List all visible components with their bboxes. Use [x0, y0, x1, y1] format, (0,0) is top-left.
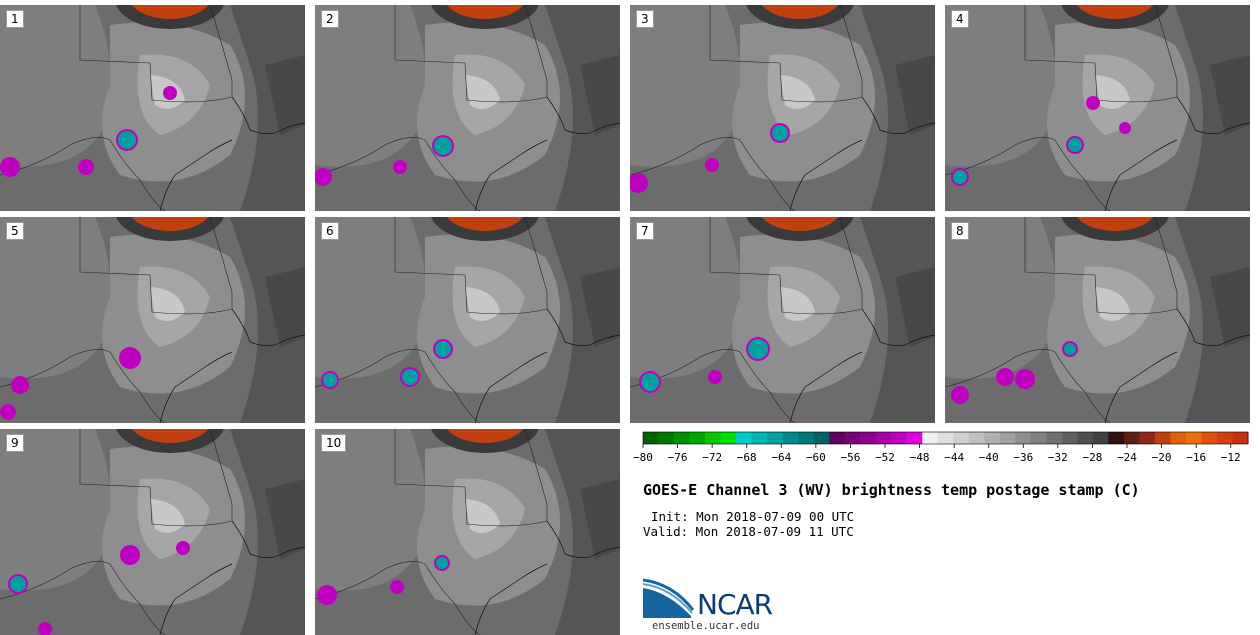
- colorbar-bin: [813, 432, 830, 444]
- colorbar-tick-label: −32: [1048, 451, 1068, 464]
- colorbar-tick-label: −12: [1221, 451, 1241, 464]
- colorbar-tick-label: −44: [944, 451, 964, 464]
- postage-stamp-panel: 5: [0, 217, 305, 423]
- colorbar-bin: [1015, 432, 1032, 444]
- colorbar-bin: [736, 432, 753, 444]
- postage-stamp-panel: 6: [315, 217, 620, 423]
- colorbar-bin: [798, 432, 815, 444]
- colorbar-bin: [906, 432, 923, 444]
- colorbar-tick-label: −20: [1152, 451, 1172, 464]
- init-time: Init: Mon 2018-07-09 00 UTC: [651, 509, 855, 524]
- colorbar-bin: [1030, 432, 1047, 444]
- colorbar-outline: [642, 431, 1249, 445]
- colorbar-tick-label: −28: [1082, 451, 1102, 464]
- satellite-image: [945, 5, 1250, 211]
- member-number: 9: [6, 434, 24, 452]
- colorbar-bin: [1201, 432, 1218, 444]
- member-number: 4: [951, 10, 969, 28]
- colorbar-bin: [1216, 432, 1233, 444]
- colorbar-bin: [1108, 432, 1125, 444]
- colorbar-tick-label: −68: [737, 451, 757, 464]
- member-number: 8: [951, 222, 969, 240]
- member-number: 6: [321, 222, 339, 240]
- member-number: 3: [636, 10, 654, 28]
- postage-stamp-panel: 9: [0, 429, 305, 635]
- colorbar-tick-label: −24: [1117, 451, 1137, 464]
- colorbar-bin: [1092, 432, 1109, 444]
- colorbar-tick-label: −56: [840, 451, 860, 464]
- satellite-image: [945, 217, 1250, 423]
- valid-time: Valid: Mon 2018-07-09 11 UTC: [643, 524, 854, 539]
- colorbar-bin: [767, 432, 784, 444]
- satellite-image: [0, 429, 305, 635]
- postage-stamp-panel: 2: [315, 5, 620, 211]
- satellite-image: [315, 217, 620, 423]
- colorbar-bin: [720, 432, 737, 444]
- colorbar-bin: [937, 432, 954, 444]
- colorbar-bin: [922, 432, 939, 444]
- colorbar-tick-label: −52: [875, 451, 895, 464]
- member-number: 7: [636, 222, 654, 240]
- colorbar-bin: [968, 432, 985, 444]
- colorbar-bin: [1154, 432, 1171, 444]
- colorbar-bin: [999, 432, 1016, 444]
- satellite-image: [315, 5, 620, 211]
- satellite-image: [0, 217, 305, 423]
- colorbar-bin: [674, 432, 691, 444]
- colorbar-bin: [751, 432, 768, 444]
- colorbar-bin: [891, 432, 908, 444]
- colorbar-bin: [1232, 432, 1249, 444]
- member-number: 5: [6, 222, 24, 240]
- colorbar-tick-label: −72: [702, 451, 722, 464]
- colorbar-bin: [875, 432, 892, 444]
- postage-stamp-panel: 1: [0, 5, 305, 211]
- colorbar-bin: [953, 432, 970, 444]
- colorbar-tick-label: −16: [1186, 451, 1206, 464]
- colorbar-bin: [1185, 432, 1202, 444]
- colorbar-bin: [658, 432, 675, 444]
- postage-stamp-panel: 3: [630, 5, 935, 211]
- ncar-logo-text: NCAR: [697, 588, 773, 621]
- member-number: 1: [6, 10, 24, 28]
- colorbar-tick-label: −36: [1013, 451, 1033, 464]
- colorbar-bin: [705, 432, 722, 444]
- satellite-image: [630, 5, 935, 211]
- postage-stamp-panel: 8: [945, 217, 1250, 423]
- colorbar-bin: [1077, 432, 1094, 444]
- colorbar-tick-label: −40: [979, 451, 999, 464]
- satellite-image: [630, 217, 935, 423]
- satellite-image: [315, 429, 620, 635]
- colorbar-tick-label: −76: [668, 451, 688, 464]
- colorbar-tick-label: −48: [910, 451, 930, 464]
- postage-stamp-panel: 4: [945, 5, 1250, 211]
- colorbar-bin: [1170, 432, 1187, 444]
- colorbar-bin: [1139, 432, 1156, 444]
- colorbar-tick-label: −60: [806, 451, 826, 464]
- colorbar-bin: [860, 432, 877, 444]
- ncar-logo-icon: [643, 578, 695, 618]
- chart-title: GOES-E Channel 3 (WV) brightness temp po…: [643, 481, 1140, 499]
- ncar-url: ensemble.ucar.edu: [652, 620, 760, 632]
- colorbar-tick-label: −64: [771, 451, 791, 464]
- postage-stamp-panel: 7: [630, 217, 935, 423]
- postage-stamp-panel: 10: [315, 429, 620, 635]
- colorbar-bin: [1061, 432, 1078, 444]
- colorbar-bin: [643, 432, 660, 444]
- colorbar-bin: [844, 432, 861, 444]
- colorbar-bin: [829, 432, 846, 444]
- member-number: 10: [321, 434, 347, 452]
- colorbar-bin: [689, 432, 706, 444]
- colorbar-tick-label: −80: [633, 451, 653, 464]
- colorbar-bin: [1046, 432, 1063, 444]
- satellite-image: [0, 5, 305, 211]
- colorbar-bin: [782, 432, 799, 444]
- member-number: 2: [321, 10, 339, 28]
- colorbar-bin: [984, 432, 1001, 444]
- colorbar-bin: [1123, 432, 1140, 444]
